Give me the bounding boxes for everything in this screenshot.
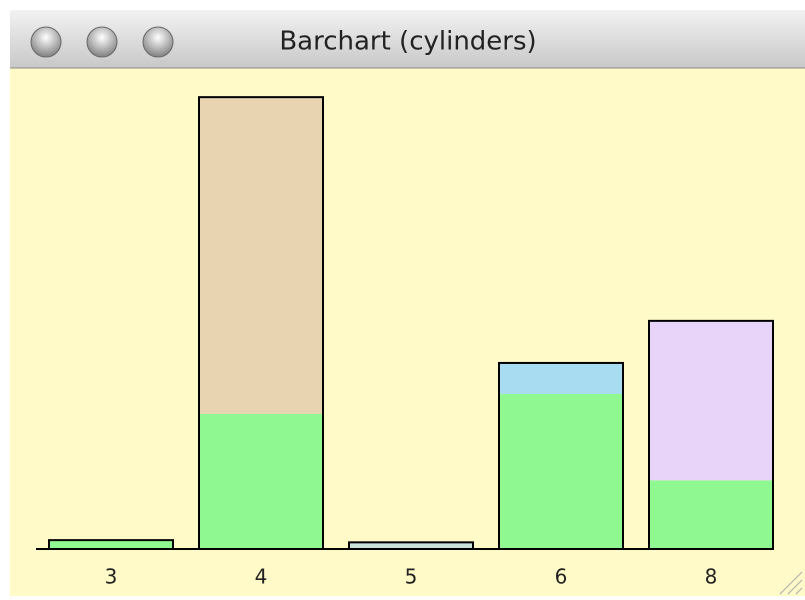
zoom-button[interactable] xyxy=(142,26,174,58)
bar-segment xyxy=(49,540,173,549)
x-tick-label: 4 xyxy=(255,565,268,589)
x-tick-label: 8 xyxy=(705,565,718,589)
bar-segment xyxy=(199,413,323,549)
x-tick-label: 3 xyxy=(105,565,118,589)
resize-grip[interactable] xyxy=(779,571,803,595)
bar-segment xyxy=(499,362,623,394)
window-title: Barchart (cylinders) xyxy=(279,27,536,57)
bar-segment xyxy=(349,542,473,549)
x-tick-label: 5 xyxy=(405,565,418,589)
grip-line xyxy=(779,571,803,595)
bar-segment xyxy=(499,393,623,549)
bar-segment xyxy=(649,480,773,549)
close-button[interactable] xyxy=(30,26,62,58)
x-tick-label: 6 xyxy=(555,565,568,589)
bar-segment xyxy=(649,320,773,481)
grip-line xyxy=(795,587,803,595)
bar-segment xyxy=(199,97,323,414)
title-bar xyxy=(10,10,805,68)
minimize-button[interactable] xyxy=(86,26,118,58)
grip-line xyxy=(787,579,803,595)
